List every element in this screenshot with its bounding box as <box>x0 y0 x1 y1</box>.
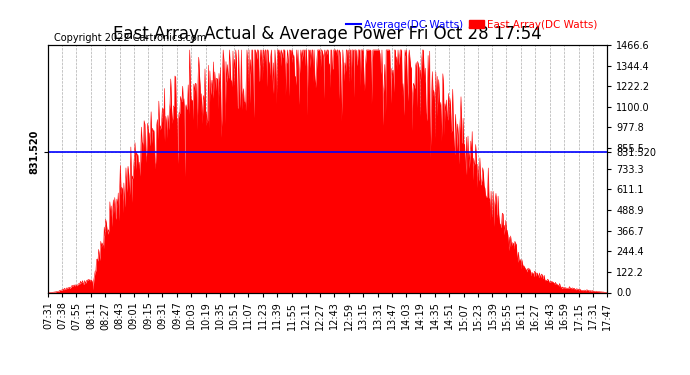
Title: East Array Actual & Average Power Fri Oct 28 17:54: East Array Actual & Average Power Fri Oc… <box>113 26 542 44</box>
Text: Copyright 2022 Cartronics.com: Copyright 2022 Cartronics.com <box>54 33 206 42</box>
Legend: Average(DC Watts), East Array(DC Watts): Average(DC Watts), East Array(DC Watts) <box>342 15 602 34</box>
